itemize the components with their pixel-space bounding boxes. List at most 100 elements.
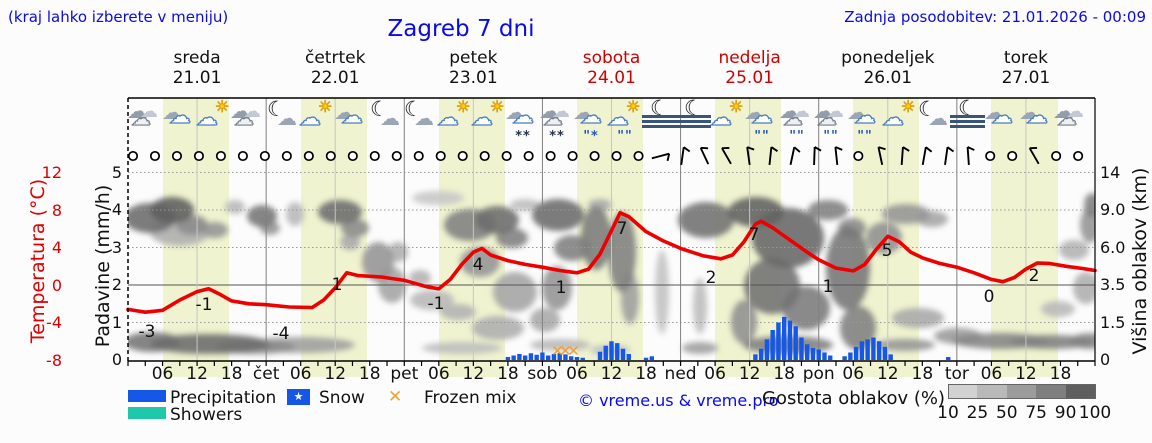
icon-glyph: ☾ xyxy=(370,97,389,121)
fog-line xyxy=(950,115,985,118)
sun-cloud-icon: ☀ ☁ xyxy=(881,98,918,143)
snow-star-icon: ★ xyxy=(293,390,304,403)
tick-label: 1.5 xyxy=(1100,312,1126,332)
svg-text:1: 1 xyxy=(332,275,343,295)
icon-glyph: ☾ xyxy=(918,97,937,121)
icon-glyph: ☁ xyxy=(573,100,593,124)
svg-text:12: 12 xyxy=(463,364,485,384)
svg-text:-1: -1 xyxy=(428,294,445,314)
cloud-density-label: Gostota oblakov (%) xyxy=(762,388,946,409)
icon-glyph: ☁ xyxy=(162,100,182,124)
svg-text:06: 06 xyxy=(704,364,726,384)
sun-cloud-icon: ☀ ☁ xyxy=(195,98,232,143)
icon-glyph: ☀ xyxy=(455,97,471,116)
copyright-link[interactable]: © vreme.us & vreme.pro xyxy=(578,391,779,410)
tick-label: 0 xyxy=(51,275,62,295)
svg-text:0: 0 xyxy=(984,287,995,307)
density-scale-label: 25 xyxy=(966,403,989,423)
icon-glyph: ☾ xyxy=(650,96,669,120)
icon-glyph: ☁ xyxy=(744,100,764,124)
icon-glyph: ☁ xyxy=(1025,104,1048,129)
rain-mark: "" xyxy=(857,129,873,144)
overcast-icon: ☁ ☁ ☁ xyxy=(1053,99,1089,143)
day-name: četrtek xyxy=(304,48,366,68)
svg-text:06: 06 xyxy=(428,364,450,384)
svg-text:7: 7 xyxy=(749,225,760,245)
icon-glyph: ☁ xyxy=(1053,99,1074,123)
plot-border xyxy=(127,97,1096,366)
frozen-mix-markers: ✕✕✕ xyxy=(551,342,580,360)
icon-glyph: ☁ xyxy=(334,100,354,124)
icon-glyph: ☁ xyxy=(470,106,493,131)
icon-glyph: ☁ xyxy=(816,106,837,130)
svg-text:18: 18 xyxy=(497,364,519,384)
moon-cloud-icon: ☾ ☁ xyxy=(402,99,438,143)
moon-cloud-icon: ☾ ☁ xyxy=(265,99,301,143)
day-header-ponedeljek: ponedeljek 26.01 xyxy=(818,48,958,88)
mix-mark: "* xyxy=(583,129,599,144)
svg-text:✕: ✕ xyxy=(559,342,572,360)
snow-legend-label: Snow xyxy=(319,388,365,408)
icon-glyph: ☁ xyxy=(881,106,904,131)
tick-label: -8 xyxy=(46,350,62,370)
svg-text:06: 06 xyxy=(290,364,312,384)
temperature-value-labels: -3 -1 -4 1 -1 4 1 7 2 7 1 5 0 2 xyxy=(139,219,1040,344)
overcast-icon: ☁ ☁ ☁ xyxy=(127,99,163,143)
svg-text:ned: ned xyxy=(665,364,697,384)
showers-legend-label: Showers xyxy=(170,405,243,425)
svg-text:18: 18 xyxy=(773,364,795,384)
icon-glyph: ☁ xyxy=(436,106,459,131)
icon-glyph: ☁ xyxy=(826,101,844,122)
icon-glyph: ☁ xyxy=(539,99,560,123)
svg-text:sob: sob xyxy=(527,364,557,384)
icon-glyph: ☁ xyxy=(1056,106,1077,130)
showers-swatch xyxy=(128,407,166,419)
icon-glyph: ☁ xyxy=(233,106,254,130)
icon-glyph: ☁ xyxy=(542,106,563,130)
icon-glyph: ☁ xyxy=(709,106,732,131)
svg-text:12: 12 xyxy=(1015,364,1037,384)
cloud-axis-label: Višina oblakov (km) xyxy=(1129,167,1151,355)
fog-line xyxy=(642,125,677,128)
frozen-mix-legend-label: Frozen mix xyxy=(424,388,517,408)
day-date: 24.01 xyxy=(587,68,636,88)
icon-glyph: ☀ xyxy=(317,97,333,116)
day-header-sreda: sreda 21.01 xyxy=(127,48,267,88)
icon-glyph: ☁ xyxy=(782,106,803,130)
day-header-sobota: sobota 24.01 xyxy=(542,48,682,88)
tick-label: 8 xyxy=(51,200,62,220)
icon-glyph: ☾ xyxy=(404,97,423,121)
rain-mark: "" xyxy=(617,129,633,144)
density-scale-label: 50 xyxy=(995,403,1018,423)
icon-glyph: ☁ xyxy=(792,101,810,122)
fog-line xyxy=(676,115,711,118)
day-date: 26.01 xyxy=(863,68,913,88)
day-name: sreda xyxy=(173,48,221,68)
icon-glyph: ☁ xyxy=(750,104,773,129)
svg-text:✕: ✕ xyxy=(551,342,564,360)
icon-glyph: ☁ xyxy=(990,104,1013,129)
svg-text:12: 12 xyxy=(601,364,623,384)
rain-mark: "" xyxy=(789,129,805,144)
icon-glyph: ☁ xyxy=(813,99,834,123)
icon-glyph: ☁ xyxy=(195,106,218,131)
icon-glyph: ☀ xyxy=(489,97,505,116)
tick-label: -4 xyxy=(46,313,62,332)
tick-label: 12 xyxy=(41,163,62,182)
icon-glyph: ☁ xyxy=(1019,100,1039,124)
svg-text:18: 18 xyxy=(912,364,934,384)
precipitation-legend-label: Precipitation xyxy=(170,388,277,408)
density-scale-segment xyxy=(1006,384,1037,399)
sun-cloud-icon: ☀ ☁ xyxy=(709,98,746,143)
svg-text:5: 5 xyxy=(882,241,893,261)
density-scale-label: 100 xyxy=(1078,403,1112,423)
svg-text:06: 06 xyxy=(842,364,864,384)
day-header-torek: torek 27.01 xyxy=(956,48,1096,88)
cloudy-icon: ☁ ☁ ** xyxy=(505,99,541,143)
day-name: torek xyxy=(1003,48,1048,68)
svg-text:12: 12 xyxy=(186,364,208,384)
snow-mark: ** xyxy=(549,129,565,144)
cloudy-icon: ☁ ☁ xyxy=(334,99,370,143)
fog-line xyxy=(950,120,985,123)
sun-cloud-icon: ☀ ☁ xyxy=(470,97,507,143)
